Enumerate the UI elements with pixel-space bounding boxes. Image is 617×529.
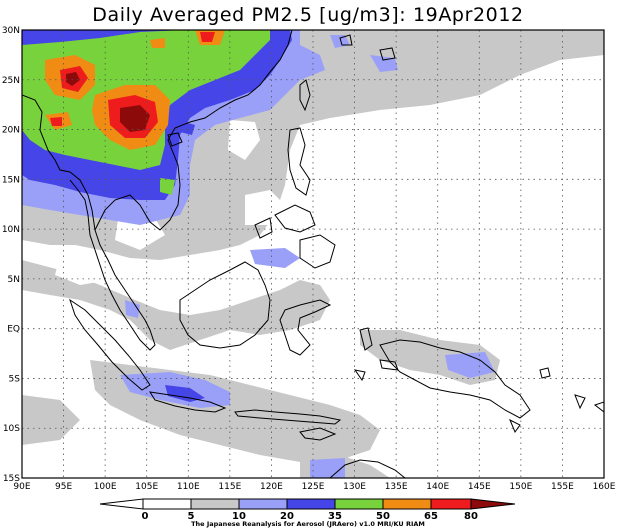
colorbar-label-0: 0 bbox=[142, 511, 149, 522]
x-tick-label: 145E bbox=[468, 482, 491, 492]
colorbar-label-65: 65 bbox=[424, 511, 438, 522]
x-tick-label: 125E bbox=[302, 482, 325, 492]
x-tick-label: 135E bbox=[385, 482, 408, 492]
y-tick-label: 5N bbox=[8, 275, 20, 285]
coastlines bbox=[22, 30, 604, 478]
credit-line: The Japanese Reanalysis for Aerosol (JRA… bbox=[191, 520, 425, 528]
x-axis-tick-labels: 90E 95E 100E 105E 110E 115E 120E 125E 130E 135E 14… bbox=[13, 482, 615, 492]
y-tick-label: 15S bbox=[3, 474, 20, 484]
y-tick-label: 30N bbox=[2, 26, 20, 36]
y-axis-tick-labels: 30N 25N 20N 15N 10N 5N EQ 5S 10S 15S bbox=[2, 26, 20, 484]
x-tick-label: 160E bbox=[593, 482, 616, 492]
colorbar-segment-20-35 bbox=[238, 498, 288, 510]
x-tick-label: 155E bbox=[551, 482, 574, 492]
pm25-shading-max bbox=[66, 72, 150, 132]
y-tick-label: 10N bbox=[2, 225, 20, 235]
x-tick-label: 110E bbox=[177, 482, 200, 492]
colorbar-label-10: 10 bbox=[232, 511, 246, 522]
x-tick-label: 100E bbox=[94, 482, 117, 492]
y-tick-label: 15N bbox=[2, 175, 20, 185]
y-tick-label: 5S bbox=[9, 374, 21, 384]
colorbar-arrow-high bbox=[470, 498, 516, 510]
x-tick-label: 130E bbox=[343, 482, 366, 492]
x-tick-label: 115E bbox=[218, 482, 241, 492]
x-tick-label: 105E bbox=[135, 482, 158, 492]
map-gridlines bbox=[22, 30, 604, 478]
colorbar-label-80: 80 bbox=[464, 511, 478, 522]
colorbar-segment-5-10 bbox=[142, 498, 192, 510]
x-tick-label: 120E bbox=[260, 482, 283, 492]
x-tick-label: 90E bbox=[13, 482, 30, 492]
map-panel bbox=[21, 29, 605, 479]
colorbar-label-20: 20 bbox=[280, 511, 294, 522]
x-tick-label: 95E bbox=[55, 482, 72, 492]
colorbar-segment-65-80 bbox=[382, 498, 432, 510]
colorbar-arrow-low bbox=[99, 498, 144, 510]
x-tick-label: 150E bbox=[509, 482, 532, 492]
colorbar: 0 5 10 20 35 50 65 80 bbox=[99, 498, 516, 522]
colorbar-segment-50-65 bbox=[334, 498, 384, 510]
y-tick-label: 20N bbox=[2, 126, 20, 136]
colorbar-segment-35-50 bbox=[286, 498, 336, 510]
colorbar-segment-10-20 bbox=[190, 498, 240, 510]
map-title: Daily Averaged PM2.5 [ug/m3]: 19Apr2012 bbox=[92, 4, 524, 26]
y-tick-label: EQ bbox=[7, 325, 20, 335]
colorbar-label-5: 5 bbox=[188, 511, 195, 522]
colorbar-segment-80-plus bbox=[430, 498, 472, 510]
colorbar-label-35: 35 bbox=[328, 511, 342, 522]
colorbar-label-50: 50 bbox=[376, 511, 390, 522]
y-tick-label: 25N bbox=[2, 76, 20, 86]
y-tick-label: 10S bbox=[3, 424, 20, 434]
x-tick-label: 140E bbox=[426, 482, 449, 492]
map-frame bbox=[21, 29, 605, 479]
